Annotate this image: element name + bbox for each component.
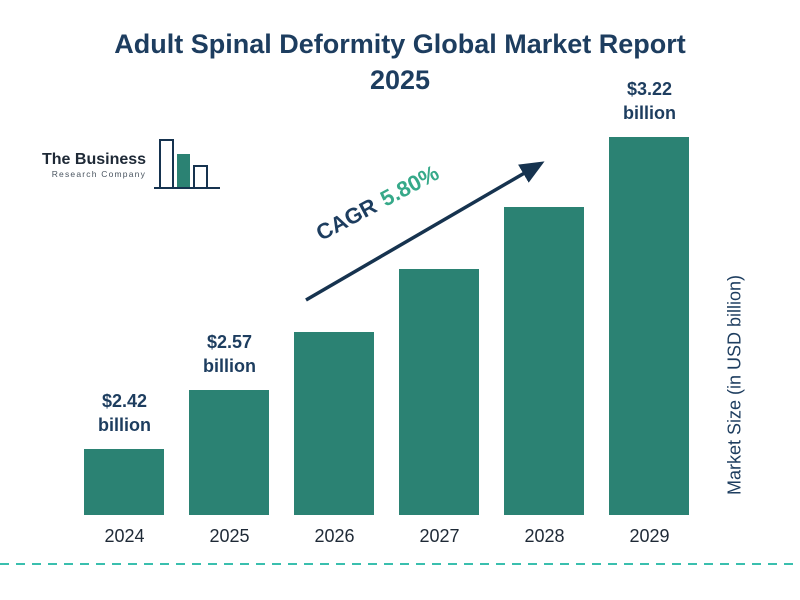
bar-2028 [504,207,584,515]
x-tick-2026: 2026 [314,526,355,546]
bar-slot-2024: 2024 $2.42 billion [72,95,177,546]
logo: The Business Research Company [42,136,224,194]
logo-subname: Research Company [51,169,147,179]
cagr-arrow [305,161,545,302]
bar-2024 [84,449,164,515]
value-label-2029: $3.22 billion [623,79,676,123]
y-axis-label: Market Size (in USD billion) [724,274,745,496]
bar-slot-2029: 2029 $3.22 billion [597,79,702,546]
bottom-dashed-line [0,563,800,565]
bar-chart: 2024 $2.42 billion 2025 $2.57 billion 2026 2027… [72,79,702,546]
x-tick-2025: 2025 [209,526,250,546]
x-tick-2028: 2028 [524,526,565,546]
bar-slot-2027: 2027 [387,95,492,546]
bar-2029 [609,137,689,515]
page-title-line2: 2025 [369,65,431,95]
x-tick-2024: 2024 [104,526,145,546]
bar-2026 [294,332,374,515]
bar-2025 [189,390,269,515]
logo-text: The Business Research Company [42,151,146,179]
logo-bars-icon [154,139,221,189]
bar-2027 [399,269,479,515]
bar-slot-2026: 2026 [282,95,387,546]
value-label-2025: $2.57 billion [203,332,256,376]
bar-slot-2028: 2028 [492,95,597,546]
logo-name: The Business [42,151,147,168]
page-title-line1: Adult Spinal Deformity Global Market Rep… [114,29,686,59]
bar-slot-2025: 2025 $2.57 billion [177,95,282,546]
x-tick-2027: 2027 [419,526,460,546]
value-label-2024: $2.42 billion [98,391,151,435]
page-title: Adult Spinal Deformity Global Market Rep… [0,26,800,98]
x-tick-2029: 2029 [629,526,670,546]
